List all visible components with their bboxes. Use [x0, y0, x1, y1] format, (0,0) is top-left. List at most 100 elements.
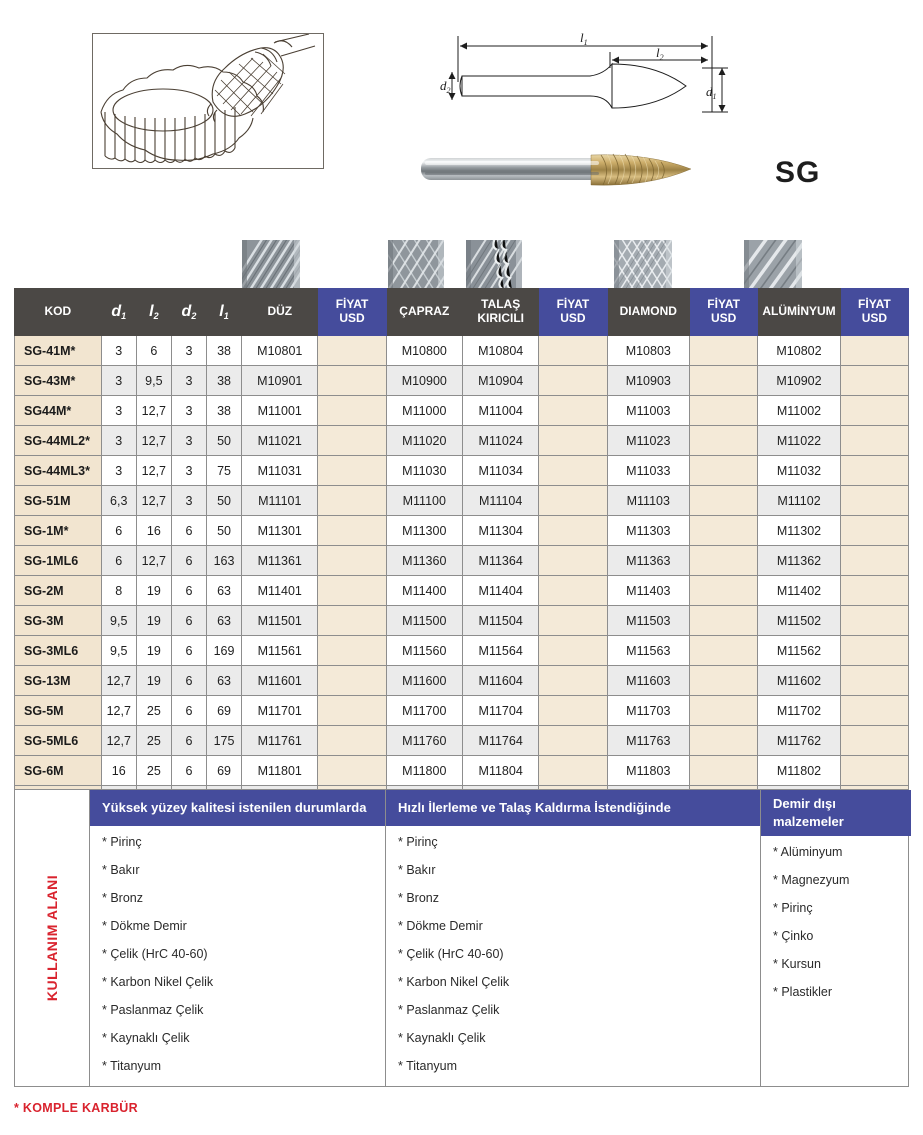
cell-price[interactable]	[317, 665, 387, 696]
cell-price[interactable]	[538, 335, 608, 366]
cell-talas: M11004	[461, 395, 540, 426]
cell-kod: SG-1M*	[14, 515, 102, 546]
cell-d1: 16	[100, 755, 137, 786]
usage-material-item: * Titanyum	[102, 1058, 162, 1073]
cell-d2: 6	[170, 635, 207, 666]
cell-l1: 38	[205, 395, 243, 426]
usage-column-high-surface-quality: Yüksek yüzey kalitesi istenilen durumlar…	[90, 790, 386, 1086]
cell-price[interactable]	[689, 575, 759, 606]
cell-price[interactable]	[689, 545, 759, 576]
cell-price[interactable]	[839, 575, 910, 606]
table-row: SG-13M 12,7 19 6 63 M11601 M11600 M11604 M11603 M…	[14, 665, 910, 696]
cell-price[interactable]	[538, 605, 608, 636]
table-row: SG-3M 9,5 19 6 63 M11501 M11500 M11504 M11503 M11…	[14, 605, 910, 636]
usage-material-item: * Pirinç	[102, 834, 142, 849]
cell-price[interactable]	[839, 605, 910, 636]
cell-price[interactable]	[317, 695, 387, 726]
cell-price[interactable]	[839, 365, 910, 396]
cell-price[interactable]	[538, 425, 608, 456]
cell-price[interactable]	[317, 395, 387, 426]
cell-price[interactable]	[839, 545, 910, 576]
cell-price[interactable]	[538, 515, 608, 546]
cell-price[interactable]	[538, 755, 608, 786]
cell-price[interactable]	[689, 365, 759, 396]
cell-price[interactable]	[317, 425, 387, 456]
cell-price[interactable]	[839, 515, 910, 546]
cell-price[interactable]	[538, 395, 608, 426]
cell-kod: SG-6M	[14, 755, 102, 786]
cell-talas: M10904	[461, 365, 540, 396]
cell-kod: SG-1ML6	[14, 545, 102, 576]
cell-price[interactable]	[317, 635, 387, 666]
cut-pattern-swatch-strip	[14, 240, 909, 288]
cell-price[interactable]	[839, 665, 910, 696]
cell-capraz: M11000	[385, 395, 463, 426]
cell-price[interactable]	[317, 365, 387, 396]
cell-price[interactable]	[839, 695, 910, 726]
cell-d2: 3	[170, 425, 207, 456]
cell-price[interactable]	[317, 725, 387, 756]
cell-price[interactable]	[317, 575, 387, 606]
usage-material-item: * Magnezyum	[773, 873, 850, 887]
cell-price[interactable]	[689, 695, 759, 726]
cell-price[interactable]	[538, 635, 608, 666]
cell-price[interactable]	[689, 425, 759, 456]
cell-price[interactable]	[839, 635, 910, 666]
cell-price[interactable]	[317, 515, 387, 546]
cell-d2: 3	[170, 335, 207, 366]
cell-price[interactable]	[689, 395, 759, 426]
cell-price[interactable]	[317, 605, 387, 636]
cell-price[interactable]	[317, 485, 387, 516]
cell-price[interactable]	[839, 335, 910, 366]
table-row: SG-6M 16 25 6 69 M11801 M11800 M11804 M11803 M118…	[14, 755, 910, 786]
cell-price[interactable]	[839, 725, 910, 756]
usage-area-label: KULLANIM ALANI	[44, 874, 60, 1002]
table-row: SG-5ML6 12,7 25 6 175 M11761 M11760 M11764 M1176…	[14, 725, 910, 756]
cell-diamond: M10803	[606, 335, 691, 366]
cell-price[interactable]	[317, 755, 387, 786]
cell-talas: M11404	[461, 575, 540, 606]
cell-price[interactable]	[839, 425, 910, 456]
cell-price[interactable]	[689, 665, 759, 696]
cell-price[interactable]	[839, 395, 910, 426]
cell-price[interactable]	[538, 545, 608, 576]
cell-price[interactable]	[538, 575, 608, 606]
cell-talas: M11504	[461, 605, 540, 636]
dimension-diagram: l1 l2 d2 d1	[440, 24, 730, 124]
cell-d2: 6	[170, 725, 207, 756]
cell-talas: M11024	[461, 425, 540, 456]
chipbreaker-swatch	[466, 240, 522, 288]
cell-l1: 163	[205, 545, 243, 576]
usage-material-item: * Kursun	[773, 957, 821, 971]
diamond-cut-swatch	[614, 240, 672, 288]
cell-price[interactable]	[317, 455, 387, 486]
cell-price[interactable]	[689, 605, 759, 636]
cell-l1: 38	[205, 365, 243, 396]
cell-capraz: M11700	[385, 695, 463, 726]
cell-price[interactable]	[538, 695, 608, 726]
cell-price[interactable]	[689, 485, 759, 516]
cell-price[interactable]	[839, 485, 910, 516]
cell-price[interactable]	[538, 725, 608, 756]
cell-d1: 8	[100, 575, 137, 606]
cell-price[interactable]	[538, 485, 608, 516]
cell-price[interactable]	[689, 515, 759, 546]
cell-price[interactable]	[839, 755, 910, 786]
cell-price[interactable]	[538, 365, 608, 396]
cell-price[interactable]	[317, 545, 387, 576]
cell-talas: M10804	[461, 335, 540, 366]
col-header-fiyat-2: FİYAT USD	[538, 288, 608, 336]
cell-price[interactable]	[317, 335, 387, 366]
cell-capraz: M11030	[385, 455, 463, 486]
usage-material-item: * Karbon Nikel Çelik	[102, 974, 214, 989]
cell-price[interactable]	[689, 755, 759, 786]
cell-talas: M11604	[461, 665, 540, 696]
cell-price[interactable]	[689, 635, 759, 666]
cell-price[interactable]	[689, 455, 759, 486]
usage-material-item: * Alüminyum	[773, 845, 843, 859]
cell-price[interactable]	[839, 455, 910, 486]
cell-price[interactable]	[538, 455, 608, 486]
cell-price[interactable]	[689, 335, 759, 366]
cell-price[interactable]	[538, 665, 608, 696]
cell-price[interactable]	[689, 725, 759, 756]
